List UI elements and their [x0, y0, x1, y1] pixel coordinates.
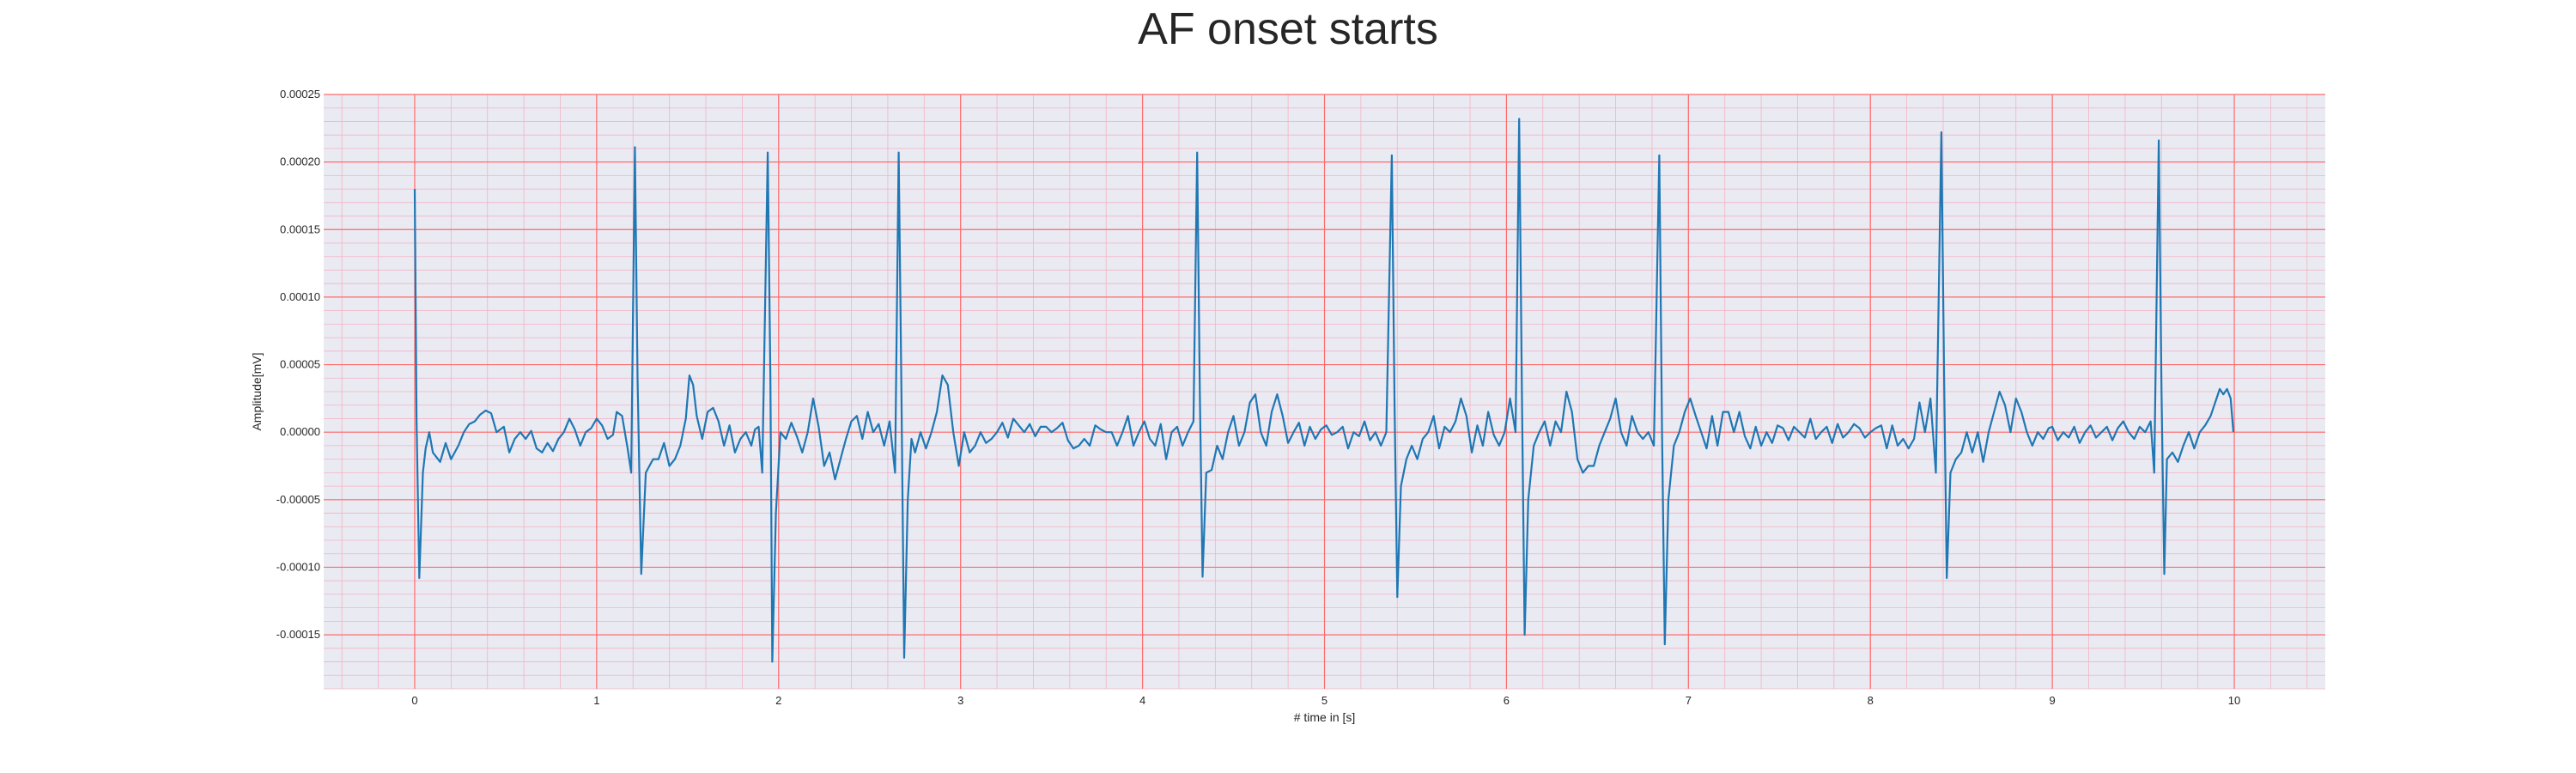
x-axis-label: # time in [s] — [1294, 710, 1356, 724]
chart-title: AF onset starts — [1138, 4, 1438, 54]
x-tick-label: 7 — [1686, 694, 1692, 707]
x-tick-label: 3 — [957, 694, 963, 707]
x-tick-label: 4 — [1139, 694, 1145, 707]
y-tick-label: 0.00010 — [280, 290, 320, 303]
ecg-series-line — [413, 118, 2235, 663]
y-tick-label: 0.00020 — [280, 155, 320, 168]
x-tick-label: 10 — [2228, 694, 2240, 707]
x-tick-label: 8 — [1868, 694, 1874, 707]
y-tick-label: 0.00005 — [280, 358, 320, 371]
major-grid — [324, 94, 2325, 689]
series-layer — [413, 118, 2235, 663]
x-axis-ticks: 0 1 2 3 4 5 6 7 8 9 10 — [411, 694, 2240, 707]
x-tick-label: 9 — [2050, 694, 2056, 707]
y-tick-label: 0.00025 — [280, 88, 320, 100]
y-tick-label: 0.00000 — [280, 425, 320, 438]
y-tick-label: -0.00010 — [276, 560, 320, 573]
x-tick-label: 5 — [1321, 694, 1327, 707]
y-tick-label: 0.00015 — [280, 222, 320, 235]
y-tick-label: -0.00005 — [276, 493, 320, 506]
y-axis-label: Amplitude[mV] — [250, 352, 264, 430]
x-tick-label: 1 — [593, 694, 599, 707]
y-axis-ticks: -0.00015 -0.00010 -0.00005 0.00000 0.00005 0.… — [276, 88, 320, 641]
x-tick-label: 6 — [1504, 694, 1510, 707]
x-tick-label: 2 — [775, 694, 781, 707]
x-tick-label: 0 — [411, 694, 417, 707]
y-tick-label: -0.00015 — [276, 628, 320, 641]
